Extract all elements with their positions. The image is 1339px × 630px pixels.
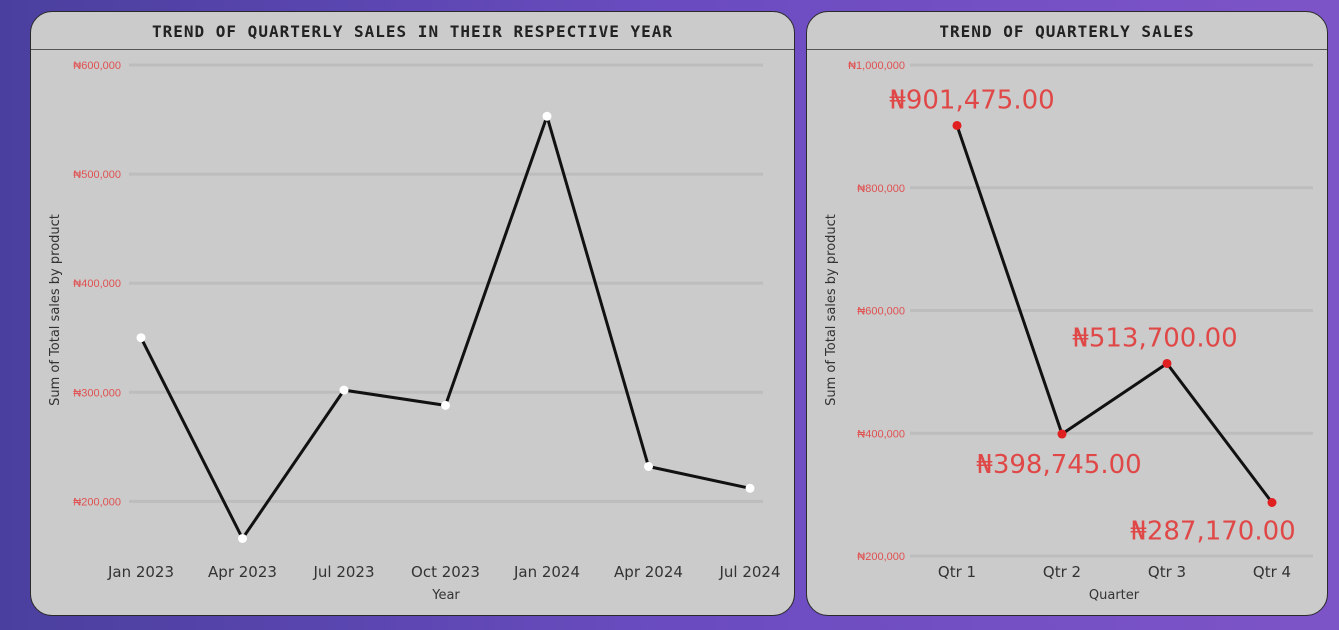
- right-data-label: ₦513,700.00: [1072, 323, 1237, 353]
- right-series-line: [955, 125, 1274, 504]
- right-chart-title: TREND OF QUARTERLY SALES: [807, 12, 1327, 50]
- left-x-tick-label: Jul 2024: [718, 563, 780, 581]
- right-x-axis-title: Quarter: [1089, 588, 1140, 603]
- right-y-tick-label: ₦200,000: [857, 551, 905, 563]
- right-data-point: [1162, 358, 1172, 368]
- left-x-tick-label: Apr 2024: [614, 563, 683, 581]
- left-y-tick-label: ₦400,000: [73, 278, 121, 290]
- left-chart-card: TREND OF QUARTERLY SALES IN THEIR RESPEC…: [30, 11, 795, 616]
- left-line-chart: ₦200,000 ₦300,000 ₦400,000 ₦500,000 ₦600,000…: [48, 60, 781, 603]
- left-x-tick-label: Jan 2023: [107, 563, 174, 581]
- left-data-point: [339, 385, 349, 395]
- right-x-tick-label: Qtr 4: [1253, 563, 1291, 581]
- left-data-point: [136, 333, 146, 343]
- right-x-tick-label: Qtr 1: [938, 563, 976, 581]
- left-series-line: [139, 114, 751, 540]
- right-chart-card: TREND OF QUARTERLY SALES ₦200,000 ₦400,00…: [806, 11, 1328, 616]
- left-data-point: [542, 111, 552, 121]
- left-y-axis-title: Sum of Total sales by product: [48, 214, 63, 406]
- left-y-tick-label: ₦200,000: [73, 496, 121, 508]
- right-data-point: [952, 120, 962, 130]
- right-data-point: [1057, 429, 1067, 439]
- left-x-tick-label: Oct 2023: [411, 563, 480, 581]
- right-data-label: ₦398,745.00: [976, 450, 1141, 480]
- right-x-tick-label: Qtr 3: [1148, 563, 1186, 581]
- right-y-tick-label: ₦400,000: [857, 428, 905, 440]
- right-y-tick-label: ₦600,000: [857, 306, 905, 318]
- left-x-tick-label: Apr 2023: [208, 563, 277, 581]
- left-data-point: [441, 400, 450, 410]
- right-y-tick-label: ₦800,000: [857, 183, 905, 195]
- left-data-point: [238, 533, 247, 543]
- right-y-tick-label: ₦1,000,000: [848, 60, 905, 72]
- right-data-point: [1267, 497, 1277, 507]
- right-data-label: ₦901,475.00: [889, 85, 1054, 115]
- left-x-axis-title: Year: [431, 588, 460, 603]
- left-y-tick-label: ₦600,000: [73, 60, 121, 72]
- left-x-tick-label: Jul 2023: [312, 563, 374, 581]
- left-x-tick-label: Jan 2024: [513, 563, 580, 581]
- left-y-tick-label: ₦500,000: [73, 169, 121, 181]
- right-line-chart: ₦200,000 ₦400,000 ₦600,000 ₦800,000 ₦1,000,0…: [824, 60, 1313, 603]
- right-data-label: ₦287,170.00: [1130, 516, 1295, 546]
- right-x-tick-label: Qtr 2: [1043, 563, 1081, 581]
- left-y-tick-label: ₦300,000: [73, 387, 121, 399]
- right-y-axis-title: Sum of Total sales by product: [824, 214, 839, 406]
- left-data-point: [745, 483, 755, 493]
- left-data-point: [644, 461, 653, 471]
- left-chart-title: TREND OF QUARTERLY SALES IN THEIR RESPEC…: [31, 12, 794, 50]
